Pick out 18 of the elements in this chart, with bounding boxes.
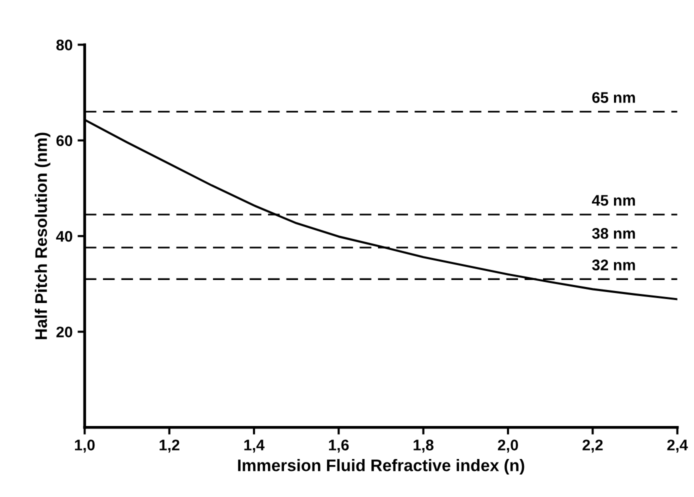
ref-line-label: 32 nm [592, 260, 635, 270]
y-tick-label: 80 [56, 40, 72, 50]
x-tick-label: 2,2 [582, 440, 603, 453]
y-tick-label: 20 [56, 326, 72, 338]
x-axis-title: Immersion Fluid Refractive index (n) [238, 459, 524, 475]
x-tick-label: 2,0 [498, 440, 518, 453]
ref-line-label: 65 nm [592, 92, 635, 103]
y-axis-title: Half Pitch Resolution (nm) [34, 132, 50, 340]
ref-line-label: 38 nm [592, 228, 635, 239]
y-tick-label: 60 [56, 135, 72, 146]
y-tick-label: 40 [56, 230, 72, 242]
x-tick-label: 1,6 [329, 440, 349, 453]
x-tick-label: 1,4 [244, 440, 265, 453]
x-tick-label: 1,8 [414, 440, 434, 453]
ref-line-label: 45 nm [592, 195, 635, 206]
x-tick-label: 2,4 [667, 440, 688, 453]
x-tick-label: 1,2 [160, 440, 180, 453]
x-tick-label: 1,0 [75, 440, 95, 453]
